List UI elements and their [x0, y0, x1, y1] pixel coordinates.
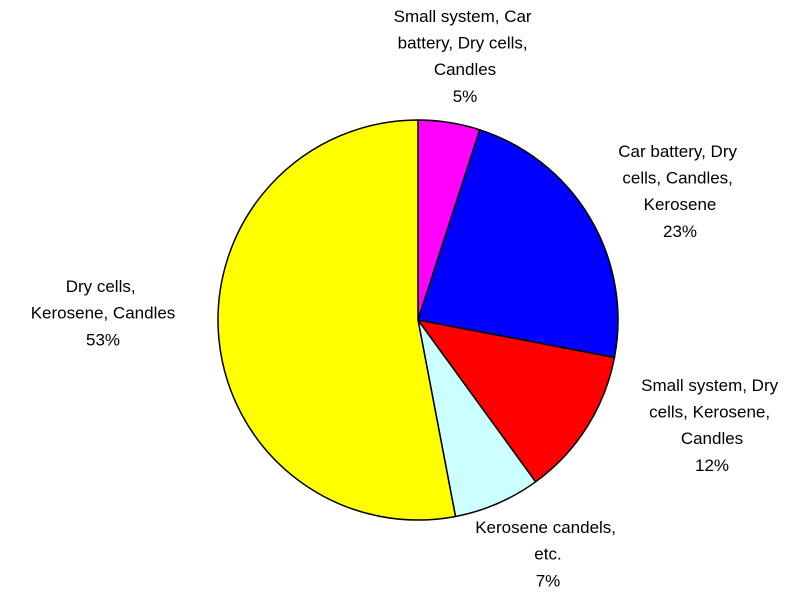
pie-slice [417, 128, 619, 359]
pie-slice [217, 119, 457, 521]
label-line: Kerosene candels, [475, 518, 621, 537]
slice-label: Small system, Car battery, Dry cells, Ca… [394, 7, 537, 79]
label-line: Car battery, Dry [618, 142, 741, 161]
slice-label: Car battery, Dry cells, Candles, Kerosen… [618, 142, 741, 214]
label-line: Kerosene, Candles [31, 304, 176, 323]
pie-slice [416, 318, 616, 483]
value-label: 7% [536, 571, 561, 590]
label-line: Dry cells, [66, 277, 141, 296]
label-line: battery, Dry cells, [398, 34, 533, 53]
label-line: Candles [681, 429, 743, 448]
label-line: Kerosene [644, 195, 717, 214]
label-line: cells, Candles, [622, 169, 737, 188]
value-label: 23% [663, 222, 697, 241]
slice-label: Kerosene candels, etc. [475, 518, 621, 564]
value-label: 53% [86, 330, 120, 349]
slice-label: Small system, Dry cells, Kerosene, Candl… [641, 376, 783, 448]
label-line: Small system, Dry [641, 376, 783, 395]
label-line: Small system, Car [394, 7, 537, 26]
label-line: cells, Kerosene, [649, 403, 775, 422]
label-line: Candles [434, 60, 496, 79]
value-label: 12% [695, 456, 729, 475]
label-line: etc. [534, 545, 561, 564]
value-label: 5% [453, 87, 478, 106]
slice-label: Dry cells, Kerosene, Candles [31, 277, 176, 323]
